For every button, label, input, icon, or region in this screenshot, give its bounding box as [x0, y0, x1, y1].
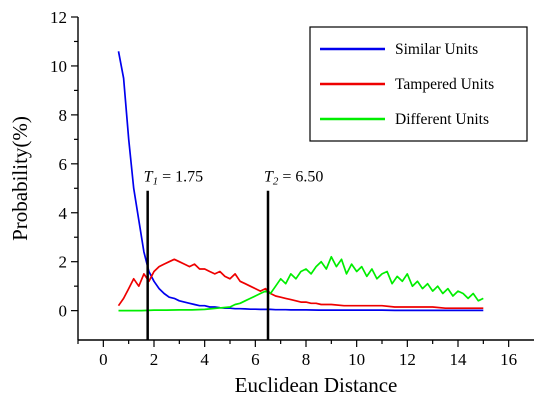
x-tick-label: 8: [302, 350, 311, 369]
x-axis-title: Euclidean Distance: [235, 373, 398, 397]
y-tick-label: 10: [50, 57, 67, 76]
plot-area: 0 2 4 6 8 10 12 14 16 0 2 4 6 8 10 12 T1 = 1.75 T2 = 6.…: [50, 8, 534, 369]
x-tick-label: 6: [251, 350, 260, 369]
x-tick-label: 10: [348, 350, 365, 369]
x-tick-label: 4: [200, 350, 209, 369]
series-similar-units: [117, 51, 484, 312]
threshold-layer: T1 = 1.75 T2 = 6.50: [144, 169, 323, 340]
x-tick-label: 16: [500, 350, 517, 369]
y-tick-label: 0: [59, 302, 68, 321]
legend-label-similar-units: Similar Units: [395, 41, 478, 58]
y-tick-label: 8: [59, 106, 68, 125]
y-ticks: 0 2 4 6 8 10 12: [50, 8, 78, 321]
x-tick-label: 2: [150, 350, 159, 369]
legend-label-tampered-units: Tampered Units: [395, 76, 494, 93]
y-tick-label: 2: [59, 253, 68, 272]
threshold-label-1: T1 = 1.75: [144, 169, 203, 188]
x-tick-label: 12: [399, 350, 416, 369]
x-tick-label: 0: [99, 350, 108, 369]
x-ticks: 0 2 4 6 8 10 12 14 16: [77, 340, 517, 369]
y-tick-label: 4: [59, 204, 68, 223]
threshold-label-2: T2 = 6.50: [264, 169, 323, 188]
y-axis-title: Probability(%): [8, 116, 32, 241]
legend-label-different-units: Different Units: [395, 111, 489, 128]
series-different-units: [118, 255, 484, 312]
x-tick-label: 14: [450, 350, 468, 369]
series-layer: [117, 51, 484, 312]
legend-items: Similar Units Tampered Units Different Uni…: [320, 41, 494, 128]
y-tick-label: 6: [59, 155, 68, 174]
series-tampered-units: [117, 258, 484, 310]
y-tick-label: 12: [50, 8, 67, 27]
legend: Similar Units Tampered Units Different Uni…: [309, 26, 528, 142]
